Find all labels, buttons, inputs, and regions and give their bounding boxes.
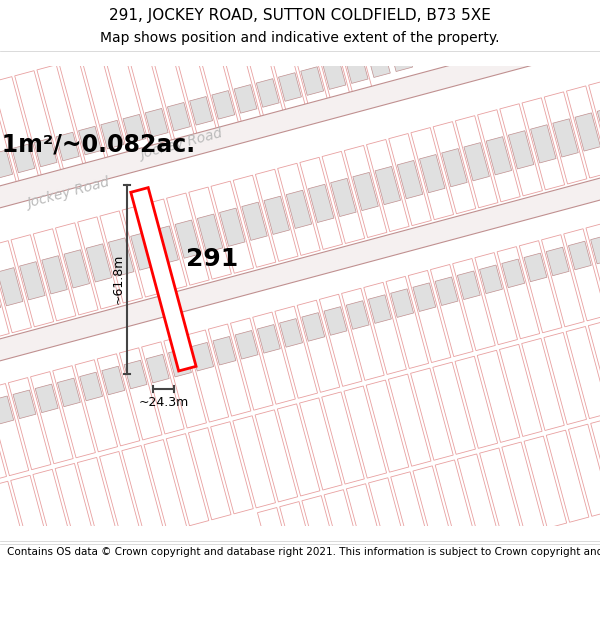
- Polygon shape: [302, 312, 325, 341]
- Polygon shape: [553, 119, 578, 157]
- Polygon shape: [324, 307, 347, 335]
- Polygon shape: [131, 188, 196, 371]
- Text: 291, JOCKEY ROAD, SUTTON COLDFIELD, B73 5XE: 291, JOCKEY ROAD, SUTTON COLDFIELD, B73 …: [109, 8, 491, 23]
- Polygon shape: [145, 109, 168, 137]
- Polygon shape: [530, 125, 556, 163]
- Polygon shape: [35, 384, 58, 412]
- Polygon shape: [413, 283, 436, 311]
- Text: ~61.8m: ~61.8m: [111, 254, 124, 304]
- Polygon shape: [0, 274, 1, 312]
- Text: ~24.3m: ~24.3m: [139, 396, 188, 409]
- Polygon shape: [278, 72, 301, 101]
- Polygon shape: [175, 220, 200, 258]
- Text: ~331m²/~0.082ac.: ~331m²/~0.082ac.: [0, 133, 196, 157]
- Polygon shape: [64, 250, 89, 288]
- Polygon shape: [435, 277, 458, 306]
- Polygon shape: [286, 190, 311, 229]
- Polygon shape: [486, 137, 512, 175]
- Polygon shape: [190, 96, 212, 125]
- Polygon shape: [197, 214, 223, 253]
- Polygon shape: [524, 253, 547, 282]
- Polygon shape: [590, 235, 600, 264]
- Polygon shape: [167, 102, 190, 131]
- Polygon shape: [234, 84, 257, 113]
- Polygon shape: [331, 178, 356, 216]
- Polygon shape: [345, 55, 368, 83]
- Polygon shape: [146, 354, 169, 383]
- Polygon shape: [34, 138, 57, 167]
- Polygon shape: [502, 259, 524, 288]
- Text: Jockey Road: Jockey Road: [26, 176, 111, 211]
- Polygon shape: [546, 247, 569, 276]
- Polygon shape: [58, 378, 80, 407]
- Polygon shape: [220, 208, 245, 246]
- Polygon shape: [213, 336, 236, 365]
- Polygon shape: [0, 396, 14, 424]
- Polygon shape: [124, 360, 147, 389]
- Polygon shape: [568, 241, 592, 270]
- Polygon shape: [301, 67, 323, 96]
- Polygon shape: [0, 164, 600, 374]
- Polygon shape: [575, 113, 600, 151]
- Polygon shape: [0, 150, 13, 179]
- Polygon shape: [464, 142, 490, 181]
- Polygon shape: [434, 31, 457, 59]
- Polygon shape: [191, 342, 214, 371]
- Polygon shape: [419, 154, 445, 192]
- Polygon shape: [256, 79, 279, 107]
- Polygon shape: [169, 348, 191, 377]
- Text: Jockey Road: Jockey Road: [139, 127, 224, 162]
- Polygon shape: [0, 12, 600, 221]
- Polygon shape: [457, 271, 480, 299]
- Polygon shape: [264, 196, 289, 234]
- Polygon shape: [131, 232, 156, 270]
- Polygon shape: [235, 331, 258, 359]
- Polygon shape: [79, 126, 101, 155]
- Polygon shape: [0, 268, 23, 306]
- Polygon shape: [368, 295, 391, 323]
- Polygon shape: [242, 202, 267, 241]
- Polygon shape: [375, 166, 401, 204]
- Polygon shape: [12, 144, 35, 172]
- Polygon shape: [102, 366, 125, 395]
- Polygon shape: [20, 262, 45, 300]
- Polygon shape: [479, 265, 502, 294]
- Polygon shape: [412, 37, 435, 66]
- Polygon shape: [456, 25, 479, 54]
- Polygon shape: [153, 226, 178, 264]
- Polygon shape: [367, 49, 390, 78]
- Polygon shape: [42, 256, 67, 294]
- Polygon shape: [508, 131, 534, 169]
- Text: 291: 291: [187, 248, 239, 271]
- Polygon shape: [101, 121, 124, 149]
- Polygon shape: [80, 372, 103, 401]
- Polygon shape: [346, 301, 369, 329]
- Polygon shape: [353, 173, 379, 211]
- Polygon shape: [123, 114, 146, 143]
- Polygon shape: [308, 184, 334, 222]
- Polygon shape: [13, 390, 36, 419]
- Polygon shape: [109, 238, 134, 276]
- Polygon shape: [86, 244, 112, 282]
- Polygon shape: [56, 132, 79, 161]
- Polygon shape: [597, 107, 600, 145]
- Polygon shape: [257, 324, 280, 353]
- Polygon shape: [212, 91, 235, 119]
- Text: Map shows position and indicative extent of the property.: Map shows position and indicative extent…: [100, 31, 500, 46]
- Polygon shape: [389, 43, 413, 71]
- Polygon shape: [280, 319, 302, 347]
- Text: Contains OS data © Crown copyright and database right 2021. This information is : Contains OS data © Crown copyright and d…: [7, 547, 600, 557]
- Polygon shape: [397, 161, 423, 199]
- Polygon shape: [323, 61, 346, 89]
- Polygon shape: [442, 149, 467, 187]
- Polygon shape: [391, 289, 413, 318]
